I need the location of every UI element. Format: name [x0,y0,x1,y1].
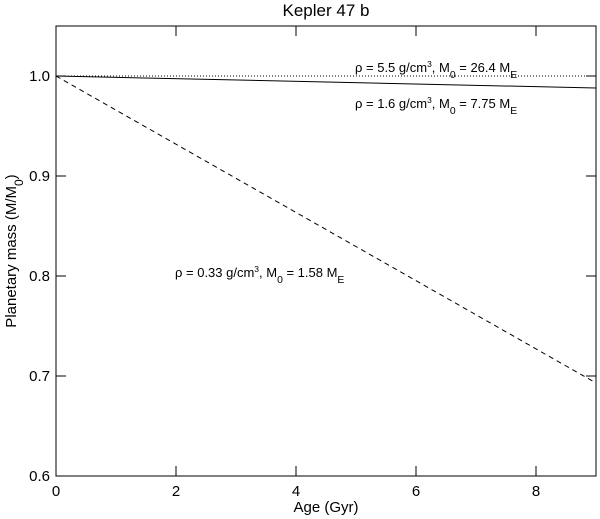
annotation-part: E [337,275,344,286]
annotation-part: 0 [450,70,456,81]
annotation-part: = 26.4 M [456,60,511,75]
annotation-part: ρ = 5.5 g/cm [355,60,427,75]
annotation-part: 3 [427,59,432,69]
y-tick-label: 1.0 [29,68,50,85]
series-line [55,75,597,384]
annotation-part: ρ = 1.6 g/cm [355,96,427,111]
annotation-part: , M [259,265,277,280]
annotation-part: ρ = 0.33 g/cm [175,265,254,280]
y-axis-label-part: Planetary mass (M/M [3,186,20,328]
annotation-part: = 7.75 M [456,96,511,111]
y-tick-label: 0.7 [29,368,50,385]
y-axis-label-part: 0 [12,179,26,186]
y-tick-label: 0.6 [29,468,50,485]
annotation: ρ = 0.33 g/cm3, M0 = 1.58 ME [175,264,344,286]
x-tick-label: 6 [412,483,420,500]
annotation-part: 3 [254,264,259,274]
y-axis-label: Planetary mass (M/M0) [3,174,26,327]
chart-title: Kepler 47 b [283,1,370,20]
y-tick-label: 0.8 [29,268,50,285]
annotation-part: 0 [277,275,283,286]
annotation-part: 0 [450,106,456,117]
y-axis-label-part: ) [3,174,20,179]
plot-frame [55,25,597,477]
annotation: ρ = 1.6 g/cm3, M0 = 7.75 ME [355,95,517,117]
annotation-part: , M [432,96,450,111]
y-tick-label: 0.9 [29,168,50,185]
annotation-part: , M [432,60,450,75]
series-line [55,75,597,89]
annotation-part: 3 [427,95,432,105]
x-tick-label: 8 [532,483,540,500]
annotation-part: E [510,106,517,117]
annotation: ρ = 5.5 g/cm3, M0 = 26.4 ME [355,59,517,81]
x-axis-label: Age (Gyr) [293,499,358,516]
x-tick-label: 4 [292,483,300,500]
x-tick-label: 2 [172,483,180,500]
annotation-part: E [510,70,517,81]
annotation-part: = 1.58 M [283,265,338,280]
x-tick-label: 0 [52,483,60,500]
